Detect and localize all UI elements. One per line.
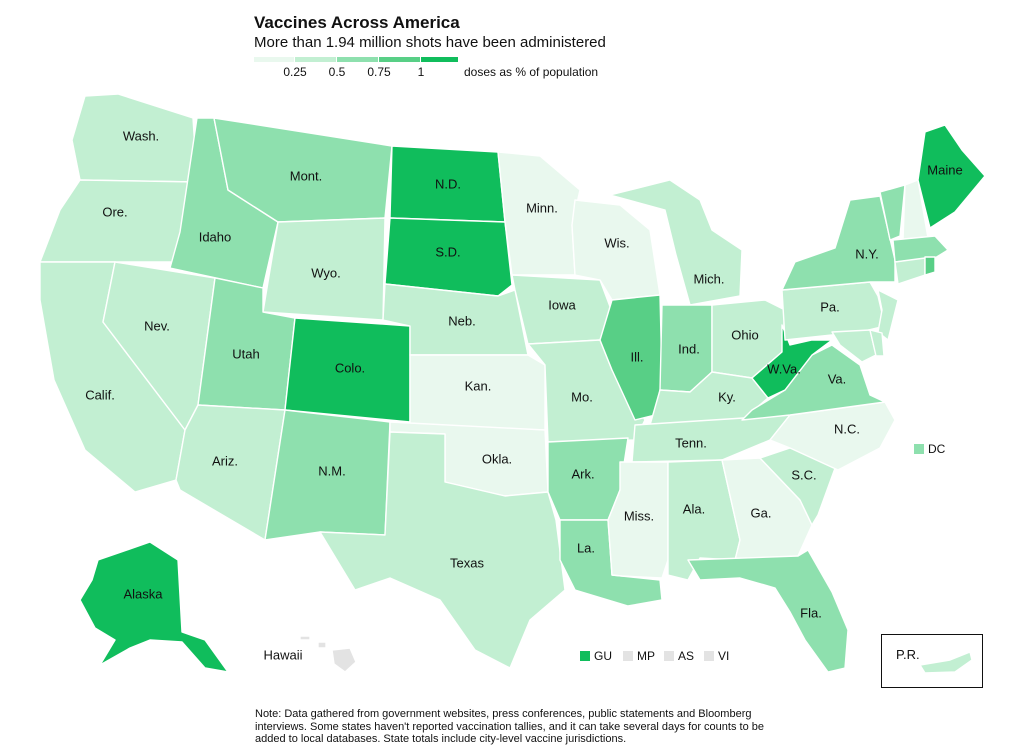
label-al: Ala.	[683, 501, 705, 516]
state-fl[interactable]	[687, 549, 849, 673]
label-hi: Hawaii	[263, 647, 302, 662]
state-me[interactable]	[917, 124, 986, 229]
label-wv: W.Va.	[767, 361, 801, 376]
state-or[interactable]	[39, 179, 198, 263]
label-va: Va.	[828, 371, 847, 386]
state-ak[interactable]	[79, 541, 229, 673]
label-ut: Utah	[232, 346, 259, 361]
label-la: La.	[577, 540, 595, 555]
hawaii-island	[299, 635, 311, 641]
label-mi: Mich.	[693, 271, 724, 286]
state-nj[interactable]	[877, 289, 899, 341]
territory-label: VI	[718, 649, 730, 663]
label-nd: N.D.	[435, 176, 461, 191]
legend-bin-3	[337, 57, 378, 62]
state-vt[interactable]	[879, 184, 906, 241]
label-mt: Mont.	[290, 168, 323, 183]
chart-header: Vaccines Across America More than 1.94 m…	[254, 12, 734, 52]
label-ne: Neb.	[448, 313, 475, 328]
legend-bin-5	[421, 57, 458, 62]
label-wy: Wyo.	[311, 265, 341, 280]
label-nm: N.M.	[318, 463, 345, 478]
legend-tick: 0.5	[328, 65, 346, 79]
label-sd: S.D.	[435, 244, 460, 259]
territory-swatch	[664, 651, 674, 661]
state-il[interactable]	[599, 294, 663, 421]
label-ca: Calif.	[85, 387, 115, 402]
color-legend: 0.25 0.5 0.75 1 doses as % of population	[254, 57, 674, 81]
puerto-rico-inset: P.R.	[881, 634, 983, 688]
territory-swatch	[623, 651, 633, 661]
label-me: Maine	[927, 162, 962, 177]
territory-label: AS	[678, 649, 695, 663]
label-ak: Alaska	[123, 586, 163, 601]
footnote: Note: Data gathered from government webs…	[255, 708, 764, 745]
legend-bin-1	[254, 57, 294, 62]
legend-bin-4	[379, 57, 420, 62]
legend-tick: 1	[417, 65, 425, 79]
label-nc: N.C.	[834, 421, 860, 436]
label-nv: Nev.	[144, 318, 170, 333]
label-co: Colo.	[335, 360, 365, 375]
label-mn: Minn.	[526, 200, 558, 215]
legend-tick: 0.25	[283, 65, 307, 79]
state-wv[interactable]	[751, 324, 833, 399]
label-az: Ariz.	[212, 453, 238, 468]
label-tn: Tenn.	[675, 435, 707, 450]
map-subtitle: More than 1.94 million shots have been a…	[254, 34, 606, 51]
legend-bin-2	[295, 57, 336, 62]
state-ma[interactable]	[892, 235, 949, 263]
label-ky: Ky.	[718, 389, 736, 404]
label-or: Ore.	[102, 204, 127, 219]
legend-unit-label: doses as % of population	[464, 65, 599, 79]
territory-swatch	[580, 651, 590, 661]
territory-gu: GU	[580, 649, 612, 663]
state-hi[interactable]	[331, 647, 357, 673]
state-sd[interactable]	[384, 217, 513, 297]
state-ks[interactable]	[409, 354, 546, 431]
hawaii-island	[317, 641, 327, 649]
label-il: Ill.	[631, 349, 644, 364]
label-pa: Pa.	[820, 299, 840, 314]
state-tx[interactable]	[319, 431, 566, 669]
state-mi[interactable]	[609, 179, 743, 306]
state-ny[interactable]	[781, 195, 896, 291]
territory-vi: VI	[704, 649, 729, 663]
label-wi: Wis.	[604, 235, 629, 250]
map-title: Vaccines Across America	[254, 13, 460, 32]
label-ks: Kan.	[465, 378, 492, 393]
label-oh: Ohio	[731, 327, 758, 342]
label-ny: N.Y.	[855, 246, 879, 261]
label-in: Ind.	[678, 341, 700, 356]
territory-as: AS	[664, 649, 694, 663]
territory-label: MP	[637, 649, 655, 663]
state-md[interactable]	[831, 329, 877, 363]
territory-swatch	[704, 651, 714, 661]
label-id: Idaho	[199, 229, 232, 244]
label-sc: S.C.	[791, 467, 816, 482]
state-nc[interactable]	[769, 401, 896, 471]
label-wa: Wash.	[123, 128, 159, 143]
territory-label: GU	[594, 649, 612, 663]
label-ok: Okla.	[482, 451, 512, 466]
state-de[interactable]	[869, 329, 885, 357]
state-ri[interactable]	[924, 256, 936, 276]
label-ms: Miss.	[624, 508, 654, 523]
label-tx: Texas	[450, 555, 484, 570]
territory-pr-shape[interactable]	[919, 651, 973, 674]
label-fl: Fla.	[800, 605, 822, 620]
label-ar: Ark.	[571, 466, 594, 481]
dc-swatch	[914, 444, 924, 454]
state-labels: Wash. Ore. Calif. Nev. Idaho Mont. Wyo. …	[85, 128, 963, 662]
state-ct[interactable]	[894, 257, 926, 285]
pr-label: P.R.	[896, 647, 920, 662]
label-ga: Ga.	[751, 505, 772, 520]
label-mo: Mo.	[571, 389, 593, 404]
label-ia: Iowa	[548, 297, 576, 312]
legend-tick: 0.75	[367, 65, 391, 79]
dc-legend: DC	[914, 442, 945, 456]
dc-label: DC	[928, 442, 946, 456]
territory-mp: MP	[623, 649, 655, 663]
